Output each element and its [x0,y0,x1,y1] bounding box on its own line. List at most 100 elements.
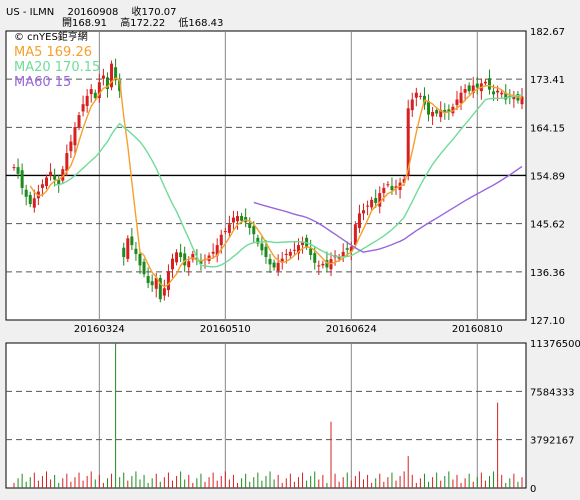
candle-body [345,248,349,250]
candle-body [150,281,154,286]
candle-body [280,258,284,263]
candle-body [301,241,305,246]
candle-body [321,263,325,266]
y-tick-label: 145.62 [530,220,565,231]
candle-body [65,153,69,172]
candle-body [28,194,32,205]
candle-body [110,63,114,88]
y-tick-label: 154.89 [530,171,565,182]
date-label: 20160908 [67,7,119,18]
candle-body [443,109,447,114]
candle-body [122,247,126,258]
candle-body [410,99,414,111]
candle-body [231,217,235,223]
candle-body [463,89,467,93]
candle-body [427,101,431,115]
candle-body [260,243,264,251]
candle-body [69,141,73,152]
candle-body [496,90,500,93]
candle-body [142,261,146,275]
candle-body [170,258,174,270]
candle-body [130,236,134,246]
ma-legend: © cnYES鉅亨網 MA5 169.26 MA20 170.15 MA60 1… [14,30,100,90]
legend-ma60: MA60 15 [14,75,72,90]
candle-body [126,238,130,259]
y-tick-label: 136.36 [530,268,565,279]
candle-body [349,246,353,252]
candle-body [105,77,109,90]
candle-body [252,226,256,235]
candle-body [492,91,496,95]
candle-body [138,253,142,266]
ma60-line [253,165,523,253]
x-tick-label: 20160324 [74,324,125,335]
candle-body [162,288,166,296]
ma20-line [54,94,523,268]
candle-body [435,110,439,114]
candle-body [248,224,252,228]
candle-body [93,92,97,98]
candle-body [183,253,187,266]
candle-body [264,246,268,258]
candle-body [353,224,357,245]
candle-body [414,92,418,98]
candle-body [390,186,394,190]
candle-body [374,198,378,203]
candle-body [292,249,296,251]
candle-body [134,248,138,254]
candle-body [382,187,386,194]
candle-body [45,177,49,187]
candle-body [317,265,321,267]
candle-body [296,245,300,254]
brand-label: © cnYES鉅亨網 [14,32,88,43]
candle-body [256,237,260,244]
x-tick-label: 20160624 [326,324,377,335]
candle-body [81,104,85,112]
candle-body [402,179,406,183]
candle-body [284,253,288,255]
candle-body [362,210,366,214]
candle-body [504,92,508,100]
candle-body [114,67,118,81]
x-tick-label: 20160510 [200,324,251,335]
open-label: 開168.91 [62,18,107,29]
candle-body [272,262,276,268]
candle-body [313,253,317,263]
volume-tick-label: 11376500 [530,339,580,350]
candle-body [49,171,53,176]
candle-body [459,92,463,104]
candle-body [309,248,313,255]
candle-body [227,224,231,233]
candle-body [475,83,479,88]
candle-body [357,213,361,228]
candle-body [418,95,422,97]
candle-body [512,95,516,100]
candle-body [191,253,195,260]
candle-body [370,199,374,208]
candle-body [20,170,24,188]
candle-body [57,179,61,185]
candle-body [471,85,475,93]
candle-body [223,231,227,233]
candle-body [236,215,240,222]
candle-body [455,99,459,105]
y-tick-label: 173.41 [530,75,565,86]
candle-body [500,92,504,95]
volume-tick-label: 3792167 [530,436,575,447]
candle-body [77,115,81,128]
candle-body [187,261,191,268]
candle-body [175,252,179,263]
candle-body [288,251,292,256]
x-tick-label: 20160810 [452,324,503,335]
candle-body [439,109,443,118]
candle-body [487,78,491,90]
y-tick-label: 182.67 [530,27,565,38]
candle-body [199,260,203,264]
candle-body [40,184,44,188]
low-label: 低168.43 [178,18,224,29]
candle-body [146,276,150,284]
symbol-label: US - ILMN [6,7,55,18]
candle-body [166,271,170,291]
candle-body [431,111,435,117]
